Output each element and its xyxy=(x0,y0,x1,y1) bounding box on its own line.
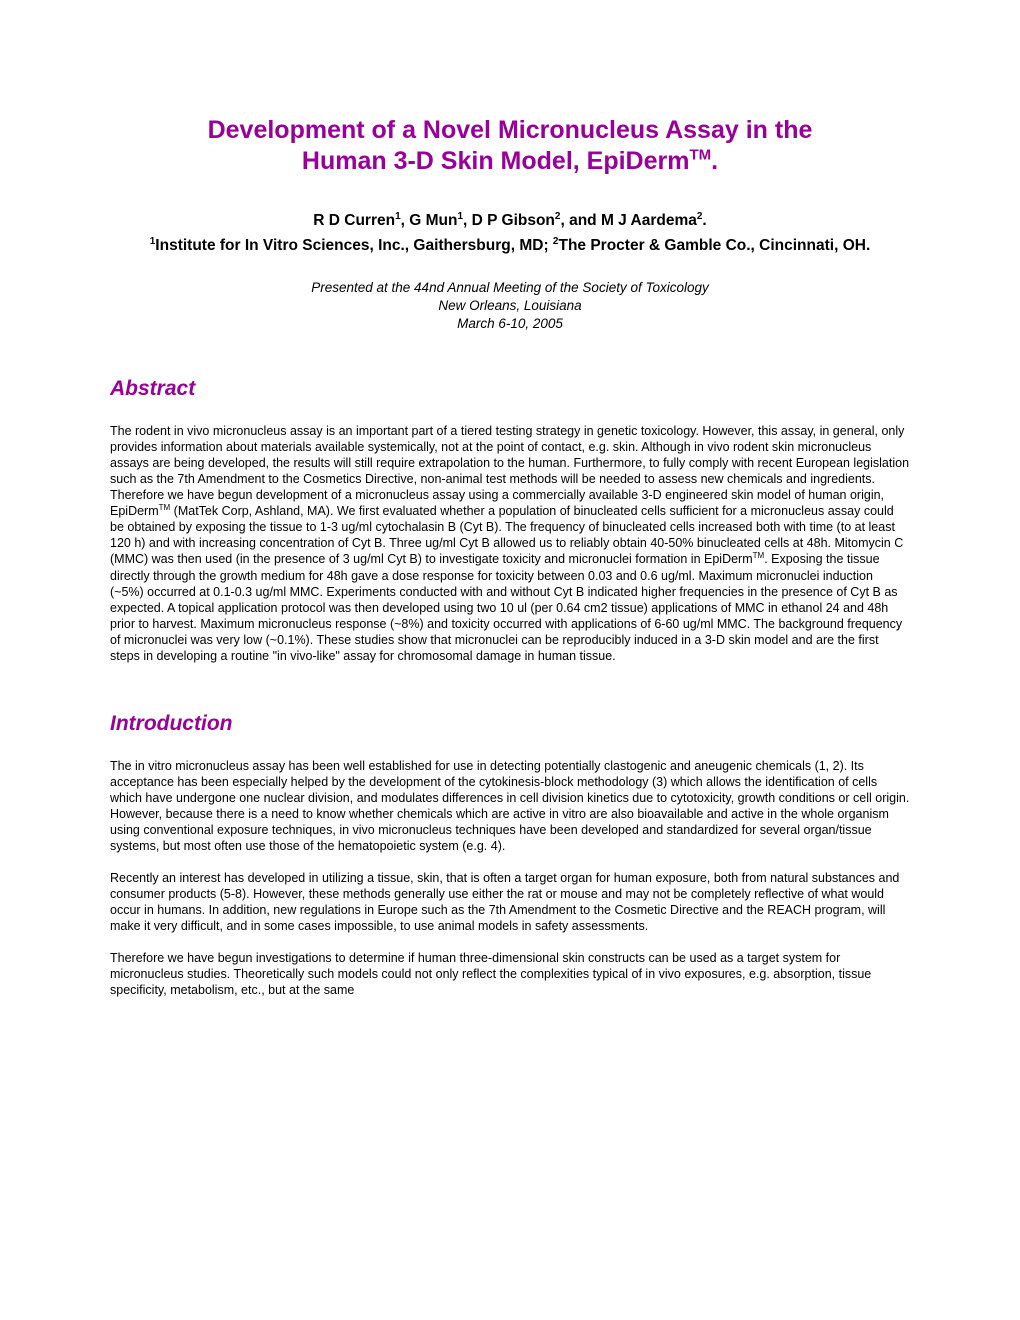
author-sep2: , D P Gibson xyxy=(463,212,555,229)
conference-line3: March 6-10, 2005 xyxy=(457,316,563,331)
title-line2-post: . xyxy=(711,147,718,175)
title-line1: Development of a Novel Micronucleus Assa… xyxy=(208,116,813,144)
author-1: R D Curren xyxy=(313,212,395,229)
affiliations: 1Institute for In Vitro Sciences, Inc., … xyxy=(110,235,910,257)
affil-text-2: The Procter & Gamble Co., Cincinnati, OH… xyxy=(558,237,870,254)
intro-paragraph-2: Recently an interest has developed in ut… xyxy=(110,870,910,934)
author-end: . xyxy=(702,212,706,229)
author-line: R D Curren1, G Mun1, D P Gibson2, and M … xyxy=(110,210,910,232)
abstract-heading: Abstract xyxy=(110,377,910,401)
abstract-text-c: . Exposing the tissue directly through t… xyxy=(110,553,902,663)
abstract-tm-2: TM xyxy=(753,551,765,560)
conference-line1: Presented at the 44nd Annual Meeting of … xyxy=(311,280,709,295)
document-page: Development of a Novel Micronucleus Assa… xyxy=(0,0,1020,1320)
author-sep1: , G Mun xyxy=(401,212,458,229)
intro-paragraph-1: The in vitro micronucleus assay has been… xyxy=(110,758,910,854)
author-sep3: , and M J Aardema xyxy=(560,212,696,229)
abstract-tm-1: TM xyxy=(159,503,171,512)
intro-paragraph-3: Therefore we have begun investigations t… xyxy=(110,950,910,998)
conference-info: Presented at the 44nd Annual Meeting of … xyxy=(110,279,910,334)
abstract-paragraph: The rodent in vivo micronucleus assay is… xyxy=(110,423,910,663)
introduction-heading: Introduction xyxy=(110,712,910,736)
title-line2-pre: Human 3-D Skin Model, EpiDerm xyxy=(302,147,690,175)
affil-text-1: Institute for In Vitro Sciences, Inc., G… xyxy=(155,237,553,254)
conference-line2: New Orleans, Louisiana xyxy=(438,298,581,313)
paper-title: Development of a Novel Micronucleus Assa… xyxy=(110,115,910,178)
title-tm: TM xyxy=(689,147,711,164)
